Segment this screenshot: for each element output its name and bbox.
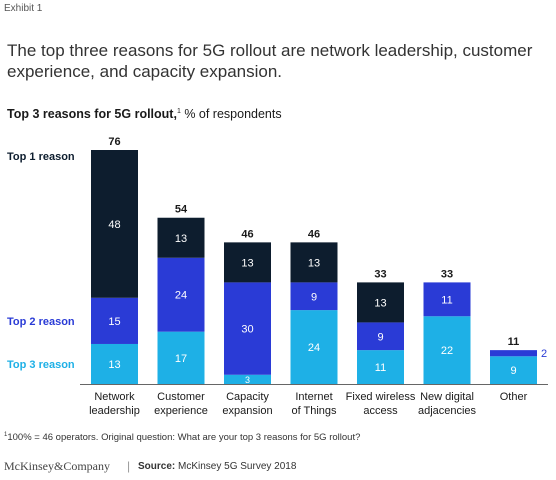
data-label: 30 <box>241 324 253 336</box>
x-tick-label: Fixed wireless <box>346 391 416 403</box>
x-tick-label: New digital <box>420 391 474 403</box>
source-line: Source: McKinsey 5G Survey 2018 <box>138 461 296 472</box>
bar-top-3-reason-other <box>490 356 537 384</box>
x-tick-label: Internet <box>295 391 332 403</box>
data-label: 3 <box>245 375 250 385</box>
bar-top-1-reason-network-leadership <box>91 150 138 298</box>
x-tick-label: leadership <box>89 405 140 417</box>
bar-top-2-reason-other <box>490 350 537 357</box>
headline: The top three reasons for 5G rollout are… <box>7 41 533 81</box>
bar-top-3-reason-network-leadership <box>91 343 138 384</box>
data-label: 24 <box>308 342 320 354</box>
bar-top-3-reason-new-digital-adjacencies <box>423 316 471 384</box>
bar-top-1-reason-internet-of-things <box>290 242 338 283</box>
data-label: 11 <box>441 294 452 306</box>
source-label: Source: <box>138 461 176 472</box>
bar-total-label: 11 <box>508 336 520 348</box>
legend-top-1-reason: Top 1 reason <box>7 151 75 163</box>
data-label: 13 <box>108 359 120 371</box>
exhibit-label: Exhibit 1 <box>4 3 43 14</box>
data-label: 9 <box>311 291 317 303</box>
x-tick-label: access <box>363 405 398 417</box>
bar-top-2-reason-fixed-wireless-access <box>357 322 404 351</box>
x-tick-label: Capacity <box>226 391 269 403</box>
legend-top-3-reason: Top 3 reason <box>7 359 75 371</box>
bar-top-1-reason-capacity-expansion <box>224 242 271 283</box>
x-tick-label: adjacencies <box>418 405 477 417</box>
legend-top-2-reason: Top 2 reason <box>7 316 75 328</box>
bar-total-label: 33 <box>441 268 453 280</box>
bar-top-2-reason-network-leadership <box>91 297 138 344</box>
footnote-marker: 1 <box>4 432 8 438</box>
subtitle-footnote-marker: 1 <box>176 107 181 115</box>
data-label: 15 <box>108 316 120 328</box>
bar-total-label: 76 <box>108 136 120 148</box>
bar-top-3-reason-internet-of-things <box>290 310 338 384</box>
footnote: 1100% = 46 operators. Original question:… <box>4 432 360 443</box>
data-label: 24 <box>175 290 187 302</box>
x-tick-label: Other <box>500 391 528 403</box>
bar-top-2-reason-customer-experience <box>157 257 205 332</box>
data-label: 17 <box>175 353 187 365</box>
data-label: 13 <box>241 257 253 269</box>
source-text: McKinsey 5G Survey 2018 <box>175 461 297 472</box>
data-label: 48 <box>108 219 120 231</box>
bar-top-2-reason-new-digital-adjacencies <box>423 282 471 317</box>
bar-total-label: 33 <box>374 268 386 280</box>
brand-logo: McKinsey&Company <box>4 459 110 473</box>
x-tick-label: expansion <box>222 405 272 417</box>
footer-separator: | <box>127 459 131 473</box>
data-label: 11 <box>375 362 386 374</box>
bar-top-1-reason-fixed-wireless-access <box>357 282 404 323</box>
bar-total-label: 46 <box>241 228 253 240</box>
data-label: 2 <box>541 348 547 360</box>
bar-total-label: 54 <box>175 204 188 216</box>
data-label: 9 <box>377 331 383 343</box>
chart-subtitle: Top 3 reasons for 5G rollout,1 % of resp… <box>7 107 282 121</box>
subtitle-rest: % of respondents <box>180 107 282 121</box>
x-tick-label: Network <box>94 391 135 403</box>
data-label: 13 <box>374 297 386 309</box>
subtitle-bold: Top 3 reasons for 5G rollout, <box>7 107 177 121</box>
bar-top-1-reason-customer-experience <box>157 217 205 258</box>
data-label: 13 <box>308 257 320 269</box>
bar-top-2-reason-capacity-expansion <box>224 282 271 375</box>
footnote-text: 100% = 46 operators. Original question: … <box>7 432 361 444</box>
data-label: 9 <box>510 365 516 377</box>
bar-top-3-reason-customer-experience <box>157 331 205 384</box>
data-label: 13 <box>175 233 187 245</box>
bar-top-2-reason-internet-of-things <box>290 282 338 311</box>
x-tick-label: of Things <box>291 405 337 417</box>
stacked-bar-chart: 13 15 48 76 Network leadership 17 24 13 54 Custome… <box>7 136 548 417</box>
data-label: 22 <box>441 345 453 357</box>
bar-top-3-reason-fixed-wireless-access <box>357 350 404 384</box>
x-tick-label: Customer <box>157 391 205 403</box>
x-tick-label: experience <box>154 405 208 417</box>
bar-total-label: 46 <box>308 228 320 240</box>
bar-top-3-reason-capacity-expansion <box>224 374 271 384</box>
